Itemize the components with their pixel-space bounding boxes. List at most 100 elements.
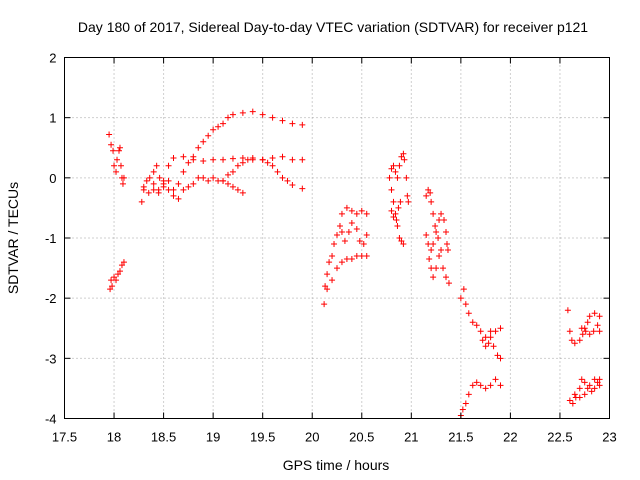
data-point: [494, 352, 501, 359]
data-point: [594, 322, 601, 329]
data-point: [170, 192, 177, 199]
series-seg-g1: [564, 307, 603, 347]
data-point: [249, 108, 256, 115]
data-point: [363, 231, 370, 238]
data-point: [338, 210, 345, 217]
data-point: [195, 144, 202, 151]
data-point: [433, 265, 440, 272]
data-point: [428, 198, 435, 205]
data-point: [229, 168, 236, 175]
data-point: [106, 131, 113, 138]
data-point: [400, 241, 407, 248]
x-tick-label: 21: [404, 430, 418, 445]
data-point: [338, 259, 345, 266]
data-point: [462, 400, 469, 407]
data-point: [210, 174, 217, 181]
data-point: [185, 183, 192, 190]
data-point: [492, 376, 499, 383]
y-tick-label: -2: [45, 291, 57, 306]
data-point: [396, 235, 403, 241]
data-point: [457, 295, 464, 302]
data-point: [322, 283, 329, 290]
data-point: [113, 277, 120, 284]
data-point: [430, 210, 437, 217]
data-point: [229, 111, 236, 118]
data-point: [249, 156, 256, 163]
data-point: [430, 241, 437, 248]
data-point: [175, 180, 182, 187]
data-point: [566, 397, 573, 404]
series-seg-e3: [426, 253, 443, 281]
data-point: [428, 247, 435, 254]
series-seg-d2: [388, 150, 412, 205]
data-point: [390, 198, 397, 205]
data-point: [190, 180, 197, 187]
data-point: [229, 183, 236, 190]
grid-lines: [64, 57, 610, 419]
data-point: [591, 385, 598, 392]
series-seg-b2: [140, 108, 306, 196]
data-point: [205, 132, 212, 139]
data-point: [497, 382, 504, 389]
data-point: [358, 207, 365, 214]
data-point: [269, 154, 276, 161]
data-point: [259, 111, 266, 118]
data-point: [386, 174, 393, 181]
data-point: [392, 210, 399, 217]
data-point: [138, 198, 145, 205]
data-point: [165, 162, 172, 169]
data-point: [107, 286, 114, 293]
data-point: [205, 177, 212, 184]
data-point: [401, 156, 408, 163]
data-point: [143, 177, 150, 184]
data-point: [398, 238, 405, 245]
data-point: [225, 171, 231, 178]
data-point: [433, 228, 440, 235]
data-point: [479, 337, 486, 344]
data-point: [596, 313, 603, 320]
data-point: [140, 183, 147, 190]
series-seg-b3: [150, 174, 246, 202]
data-point: [584, 319, 591, 326]
y-tick-label: -4: [45, 412, 57, 427]
data-point: [460, 286, 467, 293]
data-point: [392, 168, 399, 175]
data-point: [438, 247, 445, 254]
data-point: [445, 280, 452, 287]
series-seg-g2: [578, 322, 603, 338]
x-tick-label: 21.5: [448, 430, 473, 445]
x-tick-label: 22: [503, 430, 517, 445]
y-tick-labels: -4 -3 -2 -1 0 1 2: [45, 51, 57, 427]
y-tick-label: 1: [49, 111, 56, 126]
data-point: [356, 238, 363, 245]
data-point: [473, 379, 480, 386]
data-point: [114, 156, 121, 163]
data-point: [111, 274, 118, 281]
data-point: [341, 238, 348, 245]
data-point: [200, 138, 207, 145]
data-point: [403, 174, 410, 181]
data-point: [497, 355, 504, 362]
series-seg-c3: [338, 219, 370, 248]
data-point: [596, 382, 603, 389]
series-seg-d3: [388, 198, 404, 223]
data-point: [210, 156, 217, 163]
series-seg-a2: [107, 259, 127, 293]
data-point: [363, 210, 370, 217]
data-point: [289, 182, 296, 189]
data-point: [390, 213, 397, 220]
data-point: [400, 150, 407, 157]
x-tick-label: 17.5: [52, 430, 77, 445]
data-point: [117, 162, 124, 169]
data-point: [435, 235, 442, 241]
series-seg-f2: [479, 334, 504, 362]
data-point: [160, 183, 167, 190]
data-point: [145, 189, 152, 196]
data-point: [490, 343, 497, 350]
data-point: [289, 156, 296, 163]
data-point: [473, 322, 480, 329]
data-point: [234, 186, 241, 193]
data-point: [111, 162, 118, 169]
data-point: [220, 156, 227, 163]
data-point: [299, 185, 306, 192]
